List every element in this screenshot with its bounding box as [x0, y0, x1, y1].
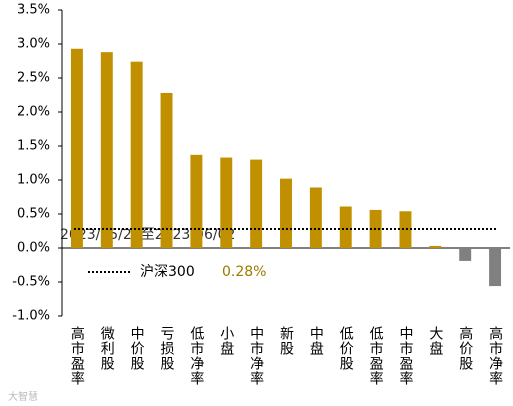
- x-tick-label: 亏损股: [159, 326, 175, 371]
- bar: [130, 61, 143, 249]
- bar: [489, 248, 502, 287]
- x-tick-label: 高价股: [457, 325, 473, 371]
- x-tick-label: 低价股: [338, 326, 354, 371]
- benchmark-value-label: 0.28%: [222, 264, 266, 280]
- x-tick-label: 中市盈率: [397, 326, 413, 386]
- y-tick-label: 1.0%: [17, 173, 50, 188]
- bar: [280, 178, 292, 248]
- bar: [399, 211, 412, 248]
- y-tick-label: -1.0%: [12, 309, 50, 324]
- x-tick-label: 高市净率: [487, 325, 503, 386]
- bar: [309, 187, 322, 248]
- y-tick-label: 2.5%: [17, 71, 50, 86]
- bar: [160, 92, 173, 249]
- bar: [190, 154, 203, 248]
- x-tick-label: 中价股: [129, 326, 145, 371]
- bar: [250, 159, 263, 248]
- x-tick-label: 新股: [278, 326, 294, 356]
- x-tick-label: 低市净率: [188, 326, 204, 386]
- y-tick-label: 0.5%: [17, 207, 50, 222]
- x-tick-label: 小盘: [218, 326, 234, 356]
- bar: [70, 48, 83, 249]
- bar: [100, 52, 113, 248]
- y-tick-label: 3.5%: [17, 3, 50, 18]
- y-tick-label: 1.5%: [17, 139, 50, 154]
- legend-label: 沪深300: [140, 264, 195, 280]
- x-tick-label: 高市盈率: [69, 325, 85, 386]
- y-tick-label: -0.5%: [12, 275, 50, 290]
- bar: [339, 206, 352, 248]
- y-tick-label: 3.0%: [17, 37, 50, 52]
- x-tick-label: 中盘: [308, 326, 324, 356]
- y-tick-label: 0.0%: [17, 241, 50, 256]
- y-tick-label: 2.0%: [17, 105, 50, 120]
- bar: [220, 157, 233, 248]
- bar: [429, 245, 442, 248]
- watermark: 大智慧: [8, 390, 38, 403]
- x-tick-label: 微利股: [99, 326, 115, 371]
- bar: [459, 248, 472, 261]
- x-tick-label: 低市盈率: [368, 326, 384, 386]
- x-tick-label: 中市净率: [248, 326, 264, 386]
- x-tick-label: 大盘: [427, 326, 443, 356]
